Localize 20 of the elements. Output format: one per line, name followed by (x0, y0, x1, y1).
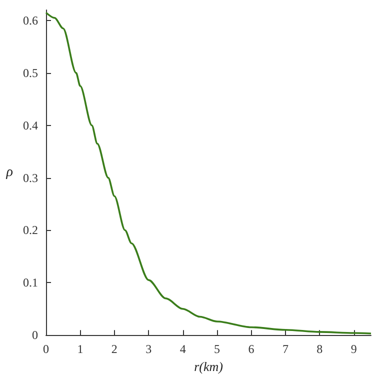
x-tick-label: 5 (214, 342, 220, 356)
x-tick-label: 6 (248, 342, 254, 356)
y-tick-label: 0.2 (23, 223, 38, 238)
x-tick-label: 2 (111, 342, 118, 356)
y-tick-label: 0.5 (23, 66, 38, 80)
x-tick-label: 1 (77, 342, 84, 356)
x-tick-label: 3 (146, 342, 152, 356)
x-tick-label: 8 (316, 342, 323, 356)
x-tick-label: 9 (350, 342, 357, 356)
y-axis-title: ρ (5, 165, 14, 180)
x-axis-title: r(km) (194, 359, 223, 374)
line-series (45, 12, 372, 334)
y-tick-label: 0.4 (23, 118, 38, 132)
y-tick-label: 0.3 (23, 170, 38, 185)
y-tick-label: 0.6 (23, 13, 38, 28)
y-tick-label: 0.1 (23, 276, 38, 290)
x-tick-label: 7 (282, 342, 288, 356)
y-tick-label: 0 (32, 328, 38, 342)
x-tick-label: 0 (43, 342, 49, 356)
x-tick-label: 4 (180, 342, 186, 356)
